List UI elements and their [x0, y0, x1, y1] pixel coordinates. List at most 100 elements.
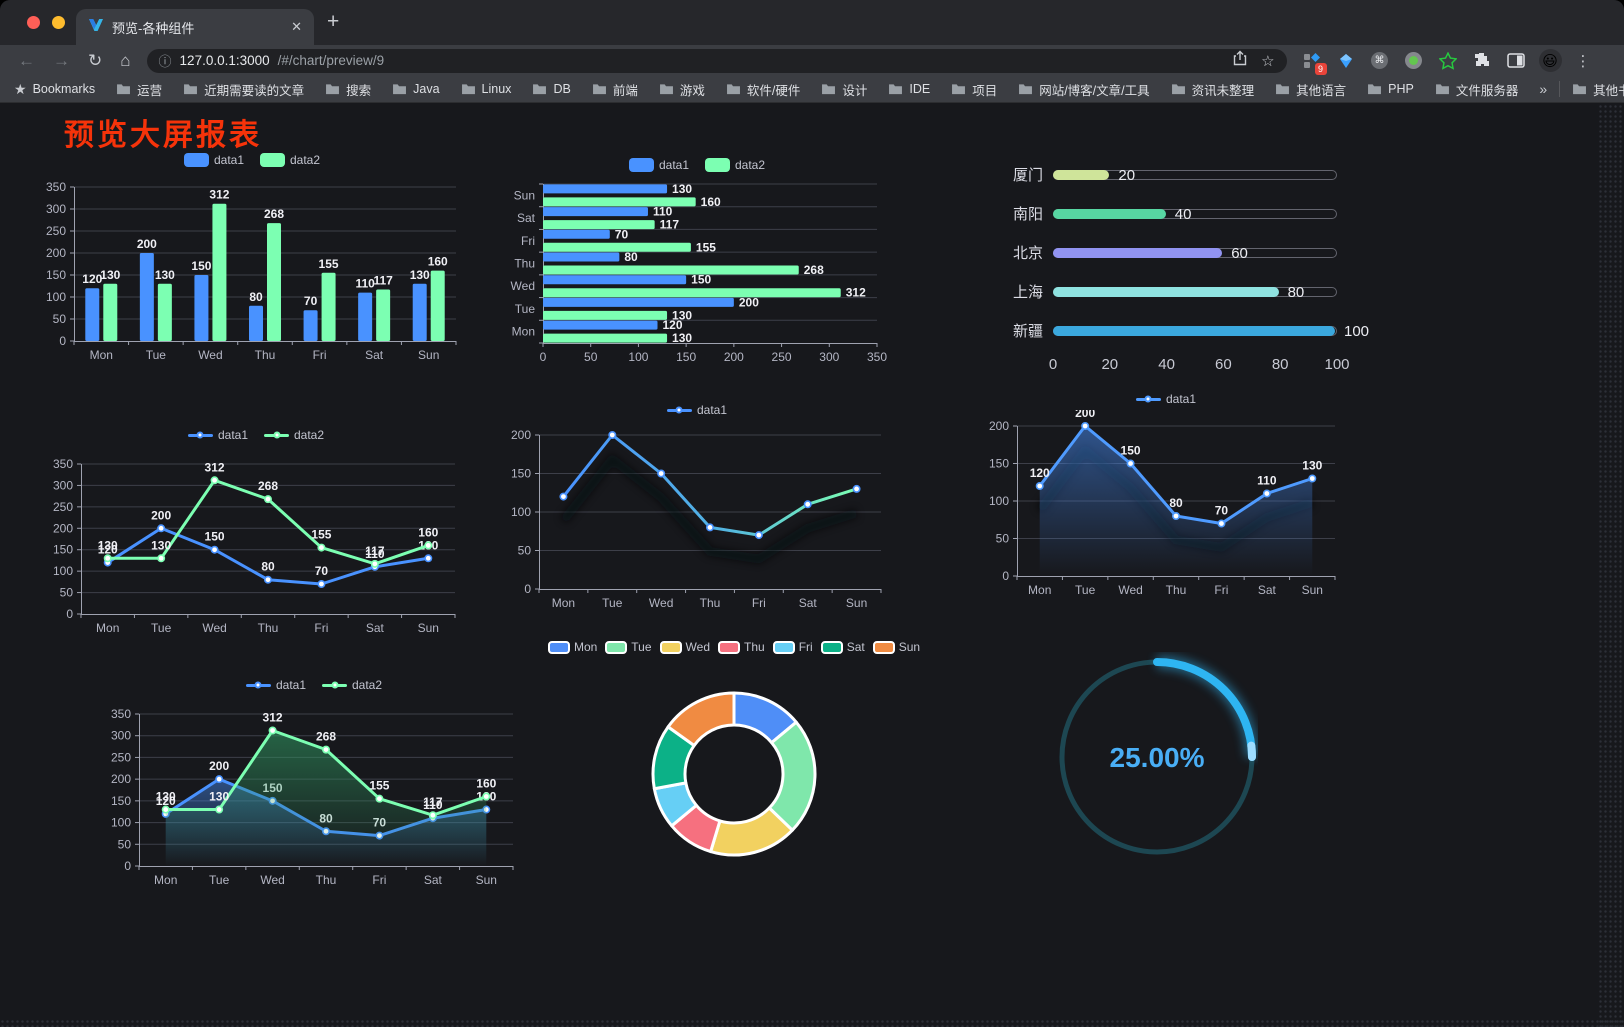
svg-text:80: 80: [261, 560, 275, 574]
svg-text:Fri: Fri: [521, 234, 535, 248]
other-bookmarks[interactable]: 其他书签: [1572, 80, 1624, 99]
legend-item-data1[interactable]: data1: [187, 428, 248, 442]
recorder-extension-icon[interactable]: [1403, 50, 1425, 72]
bookmark-folder-item[interactable]: 搜索: [325, 80, 371, 99]
bookmarks-overflow-chevron[interactable]: »: [1539, 81, 1548, 97]
other-bookmarks-label: 其他书签: [1593, 83, 1624, 98]
svg-text:130: 130: [672, 331, 692, 345]
legend-label: Tue: [631, 640, 652, 654]
bookmarks-root[interactable]: ★ Bookmarks: [14, 81, 95, 98]
progress-label: 北京: [1012, 245, 1043, 262]
legend-item-data2[interactable]: data2: [264, 428, 324, 442]
chart-gauge: 25.00%: [1056, 652, 1258, 862]
svg-text:130: 130: [151, 538, 171, 552]
bookmark-folder-item[interactable]: 近期需要读的文章: [183, 80, 304, 99]
bookmark-folder-item[interactable]: 设计: [821, 80, 867, 99]
svg-text:100: 100: [46, 290, 66, 304]
tab-close-icon[interactable]: ✕: [291, 19, 302, 34]
bookmark-folder-label: 近期需要读的文章: [204, 83, 305, 98]
tampermonkey-extension-icon[interactable]: 9: [1301, 50, 1327, 75]
minimize-window-button[interactable]: [52, 16, 65, 29]
legend-item-Sun[interactable]: Sun: [872, 640, 920, 654]
svg-text:150: 150: [53, 543, 73, 557]
bookmark-folder-item[interactable]: DB: [532, 80, 571, 99]
svg-text:200: 200: [1075, 410, 1095, 420]
legend-label: Mon: [573, 640, 598, 654]
legend-item-data2[interactable]: data2: [705, 158, 765, 172]
legend-item-data2[interactable]: data2: [322, 678, 382, 692]
bookmark-folder-item[interactable]: 网站/博客/文章/工具: [1018, 80, 1150, 99]
bookmark-folder-item[interactable]: 运营: [116, 80, 162, 99]
legend-label: Wed: [685, 640, 710, 654]
chart-line-gradient: data1 0 50 100 150 200 Mon Tue Wed Thu Fri Sat Sun: [503, 399, 891, 613]
svg-text:110: 110: [653, 205, 673, 219]
back-icon[interactable]: ←: [18, 51, 35, 70]
pie-slice-Sun[interactable]: [666, 691, 736, 747]
svg-text:200: 200: [209, 759, 229, 773]
browser-toolbar: ← → ↻ ⌂ ⓘ 127.0.0.1:3000 /#/chart/preview…: [0, 45, 1624, 76]
svg-text:130: 130: [672, 308, 692, 322]
bookmark-folder-label: 文件服务器: [1455, 83, 1519, 98]
bookmark-folder-item[interactable]: 软件/硬件: [726, 80, 800, 99]
bookmark-folder-item[interactable]: 游戏: [659, 80, 705, 99]
green-star-extension-icon[interactable]: [1437, 50, 1459, 72]
legend-item-data1[interactable]: data1: [1135, 392, 1196, 406]
bookmark-star-icon[interactable]: ☆: [1261, 52, 1275, 70]
new-tab-button[interactable]: +: [327, 10, 340, 33]
legend-item-Tue[interactable]: Tue: [605, 640, 652, 654]
close-window-button[interactable]: [27, 16, 40, 29]
url-host: 127.0.0.1:3000: [179, 53, 270, 68]
home-icon[interactable]: ⌂: [120, 51, 131, 70]
svg-text:Mon: Mon: [512, 325, 535, 339]
site-info-icon[interactable]: ⓘ: [158, 54, 172, 69]
svg-text:Sat: Sat: [424, 873, 443, 887]
browser-tab[interactable]: 预览-各种组件 ✕: [76, 9, 314, 45]
browser-menu-icon[interactable]: ⋮: [1575, 52, 1591, 70]
svg-text:70: 70: [315, 564, 329, 578]
legend-item-Fri[interactable]: Fri: [772, 640, 813, 654]
legend-item-Thu[interactable]: Thu: [718, 640, 765, 654]
bookmark-folder-item[interactable]: Java: [392, 80, 440, 99]
bookmark-folder-item[interactable]: 资讯未整理: [1171, 80, 1254, 99]
svg-text:Thu: Thu: [258, 621, 279, 635]
progress-axis-tick: 40: [1158, 356, 1175, 373]
bar-series-data1: 120 200 150 80 70 110 130: [82, 237, 430, 341]
command-extension-icon[interactable]: ⌘: [1369, 50, 1391, 72]
address-bar[interactable]: ⓘ 127.0.0.1:3000 /#/chart/preview/9 ☆: [146, 48, 1287, 73]
share-icon[interactable]: [1233, 50, 1247, 71]
legend-item-data1[interactable]: data1: [183, 153, 244, 167]
gem-extension-icon[interactable]: [1335, 50, 1357, 72]
svg-text:117: 117: [373, 274, 393, 288]
reload-icon[interactable]: ↻: [88, 51, 103, 70]
legend-item-Wed[interactable]: Wed: [659, 640, 710, 654]
progress-axis: 0 20 40 60 80 100: [1049, 356, 1350, 376]
bookmark-folder-item[interactable]: 文件服务器: [1435, 80, 1519, 99]
svg-text:200: 200: [511, 428, 531, 442]
legend-item-data1[interactable]: data1: [245, 678, 306, 692]
profile-avatar[interactable]: 😃: [1538, 49, 1562, 72]
bookmark-folder-item[interactable]: Linux: [461, 80, 511, 99]
bookmark-folder-item[interactable]: PHP: [1367, 80, 1414, 99]
bookmark-folder-item[interactable]: 项目: [951, 80, 997, 99]
progress-label: 厦门: [1012, 167, 1043, 184]
legend-item-Mon[interactable]: Mon: [547, 640, 598, 654]
legend-item-data2[interactable]: data2: [260, 153, 320, 167]
svg-text:0: 0: [524, 582, 531, 596]
legend-item-Sat[interactable]: Sat: [820, 640, 865, 654]
svg-text:Thu: Thu: [316, 873, 337, 887]
forward-icon[interactable]: →: [53, 51, 70, 70]
bookmark-folder-item[interactable]: 其他语言: [1275, 80, 1346, 99]
svg-text:Sat: Sat: [366, 621, 385, 635]
svg-text:130: 130: [209, 790, 229, 804]
legend-item-data1[interactable]: data1: [628, 158, 689, 172]
side-panel-icon[interactable]: [1505, 50, 1527, 72]
progress-track: 40: [1053, 206, 1337, 223]
progress-value: 20: [1118, 166, 1136, 184]
bookmark-folder-item[interactable]: IDE: [888, 80, 930, 99]
bookmark-folder-item[interactable]: 前端: [592, 80, 638, 99]
svg-text:120: 120: [98, 543, 118, 557]
bookmark-folder-label: 软件/硬件: [746, 83, 801, 98]
extensions-puzzle-icon[interactable]: [1471, 50, 1493, 72]
legend-item-data1[interactable]: data1: [666, 403, 727, 417]
progress-row-北京: 北京 60: [995, 242, 1367, 263]
